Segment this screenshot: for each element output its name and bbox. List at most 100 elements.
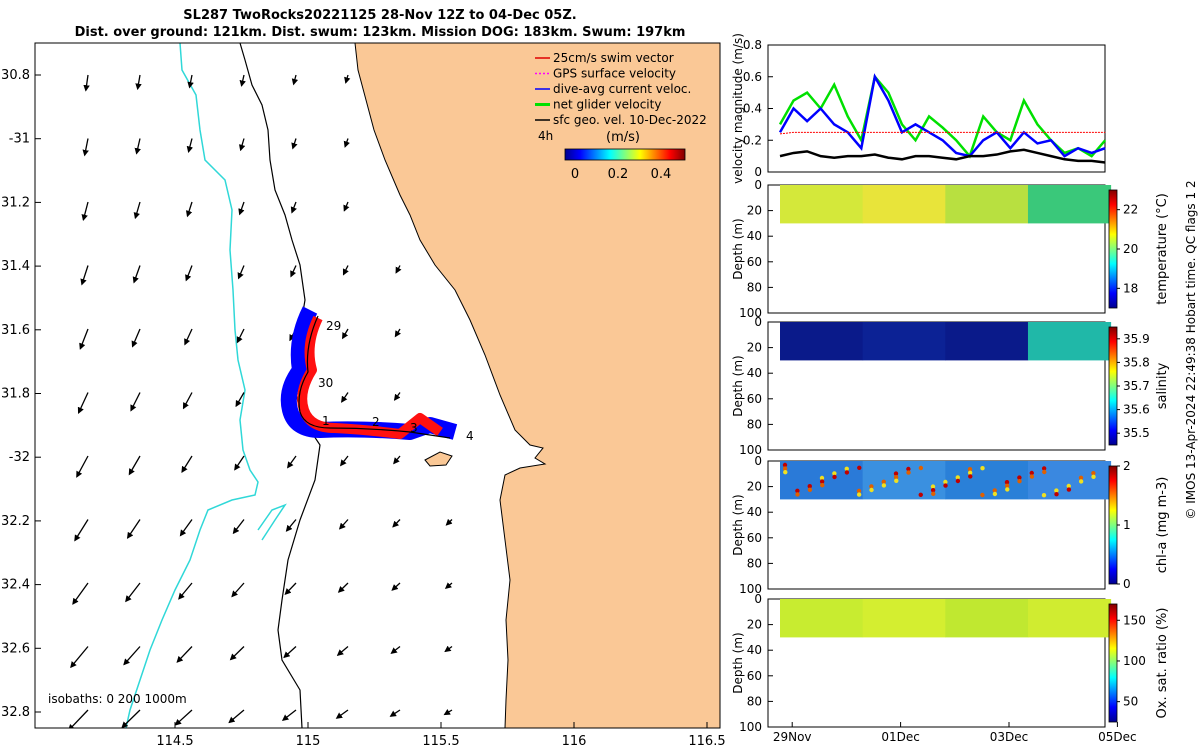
map-x-tick-label: 115.5 bbox=[422, 734, 459, 749]
chla-highlight-point bbox=[1054, 488, 1059, 493]
map-y-tick-label: 32.8 bbox=[1, 705, 30, 720]
day-label: 1 bbox=[322, 414, 330, 428]
chla-highlight-point bbox=[1066, 483, 1071, 489]
velocity-arrow bbox=[290, 201, 297, 214]
velocity-arrow bbox=[174, 709, 193, 726]
colorbar-title: (m/s) bbox=[606, 130, 640, 145]
depth-tick-label: 100 bbox=[739, 306, 762, 320]
velocity-series-line bbox=[779, 148, 1106, 164]
chla-highlight-point bbox=[930, 488, 936, 493]
surface-velocity-vectors bbox=[67, 74, 453, 728]
depth-tick-label: 20 bbox=[747, 480, 762, 494]
oxygen-data-cell bbox=[862, 599, 946, 638]
chla-highlight-point bbox=[1042, 469, 1047, 475]
colorbar-ticks: 0 0.2 0.4 bbox=[571, 167, 671, 182]
velocity-arrow bbox=[131, 328, 141, 348]
velocity-arrow bbox=[340, 455, 349, 467]
time-tick-label: 01Dec bbox=[881, 730, 920, 744]
chla-highlight-point bbox=[807, 484, 812, 489]
velocity-arrow bbox=[390, 645, 401, 654]
colorbar-tick-label: 35.9 bbox=[1123, 332, 1150, 346]
velocity-series-line bbox=[779, 131, 1106, 135]
temperature-colorbar-label: temperature (°C) bbox=[1155, 193, 1170, 305]
day-label: 30 bbox=[318, 376, 333, 390]
chla-highlight-point bbox=[881, 483, 887, 488]
map-y-ticks: 30.8 -31 31.2 31.4 31.6 31.8 -32 32.2 32.4 32.6 32… bbox=[1, 68, 41, 720]
chla-highlight-point bbox=[869, 484, 874, 489]
velocity-arrow bbox=[133, 201, 141, 220]
velocity-arrow bbox=[394, 328, 401, 338]
chart-title-line2: Dist. over ground: 121km. Dist. swum: 12… bbox=[74, 25, 686, 40]
map-y-tick-label: -31 bbox=[9, 132, 30, 147]
velocity-arrow bbox=[135, 74, 142, 91]
chla-highlight-point bbox=[906, 466, 911, 472]
colorbar-tick-label: 22 bbox=[1123, 203, 1138, 217]
velocity-arrow bbox=[80, 265, 89, 286]
legend-label: net glider velocity bbox=[553, 98, 661, 112]
velocity-arrow bbox=[178, 582, 193, 600]
chla-highlight-point bbox=[844, 470, 850, 475]
oxygen-data-cell bbox=[780, 599, 864, 638]
chla-highlight-point bbox=[819, 475, 825, 481]
chla-highlight-point bbox=[832, 471, 837, 476]
island bbox=[424, 451, 453, 467]
chla-highlight-point bbox=[1017, 475, 1022, 480]
velocity-y-tick-label: 0.8 bbox=[743, 38, 762, 52]
legend-label: dive-avg current veloc. bbox=[553, 82, 691, 96]
chla-highlight-point bbox=[807, 487, 813, 492]
map-x-tick-label: 116.5 bbox=[688, 734, 725, 749]
chla-highlight-point bbox=[1041, 493, 1047, 498]
velocity-arrow bbox=[70, 646, 89, 669]
depth-tick-label: 80 bbox=[747, 694, 762, 708]
chla-highlight-point bbox=[918, 492, 923, 497]
oxygen-data-cell bbox=[945, 599, 1029, 638]
velocity-arrow bbox=[337, 582, 349, 593]
velocity-series-line bbox=[778, 73, 1106, 158]
oxygen-data-cell bbox=[1027, 599, 1112, 638]
temperature-data-cell bbox=[780, 185, 864, 224]
colorbar-tick-label: 0 bbox=[1123, 577, 1131, 591]
day-label: 4 bbox=[466, 429, 474, 443]
velocity-arrow bbox=[121, 709, 141, 728]
velocity-arrow bbox=[287, 455, 297, 469]
chla-highlight-point bbox=[943, 479, 948, 485]
map-y-tick-label: 31.8 bbox=[1, 387, 30, 402]
velocity-arrow bbox=[186, 138, 194, 153]
map-y-tick-label: 31.4 bbox=[1, 259, 30, 274]
map-x-tick-label: 116 bbox=[562, 734, 587, 749]
velocity-arrow bbox=[229, 646, 245, 661]
temperature-data-cell bbox=[862, 185, 946, 224]
chla-highlight-point bbox=[795, 488, 800, 493]
depth-y-label: Depth (m) bbox=[731, 218, 745, 279]
velocity-arrow bbox=[74, 519, 89, 542]
velocity-arrow bbox=[281, 709, 297, 721]
velocity-arrow bbox=[132, 265, 141, 284]
velocity-y-tick-label: 0.4 bbox=[743, 102, 762, 116]
depth-tick-label: 40 bbox=[747, 229, 762, 243]
colorbar-tick-label: 35.7 bbox=[1123, 379, 1150, 393]
velocity-arrow bbox=[130, 392, 141, 412]
temperature-colorbar bbox=[1108, 189, 1118, 309]
velocity-arrow bbox=[443, 708, 453, 716]
chla-highlight-point bbox=[1029, 474, 1035, 479]
time-tick-label: 03Dec bbox=[990, 730, 1029, 744]
velocity-arrow bbox=[237, 265, 245, 280]
depth-tick-label: 60 bbox=[747, 392, 762, 406]
chla-highlight-point bbox=[1017, 479, 1022, 484]
chla-highlight-point bbox=[1066, 487, 1072, 492]
glider-track bbox=[280, 306, 458, 440]
chla-highlight-point bbox=[893, 475, 899, 480]
chla-highlight-point bbox=[820, 483, 825, 488]
velocity-arrow bbox=[392, 519, 401, 528]
velocity-arrow bbox=[83, 74, 90, 92]
oxygen-colorbar bbox=[1108, 603, 1118, 723]
chla-highlight-point bbox=[968, 474, 973, 479]
velocity-arrow bbox=[291, 74, 299, 86]
velocity-arrow bbox=[123, 646, 141, 666]
colorbar-tick-label: 35.5 bbox=[1123, 426, 1150, 440]
velocity-arrow bbox=[67, 709, 89, 728]
map-x-ticks: 114.5 115 115.5 116 116.5 bbox=[156, 722, 726, 749]
isobaths-label: isobaths: 0 200 1000m bbox=[48, 692, 187, 706]
chla-highlight-point bbox=[1004, 480, 1010, 485]
